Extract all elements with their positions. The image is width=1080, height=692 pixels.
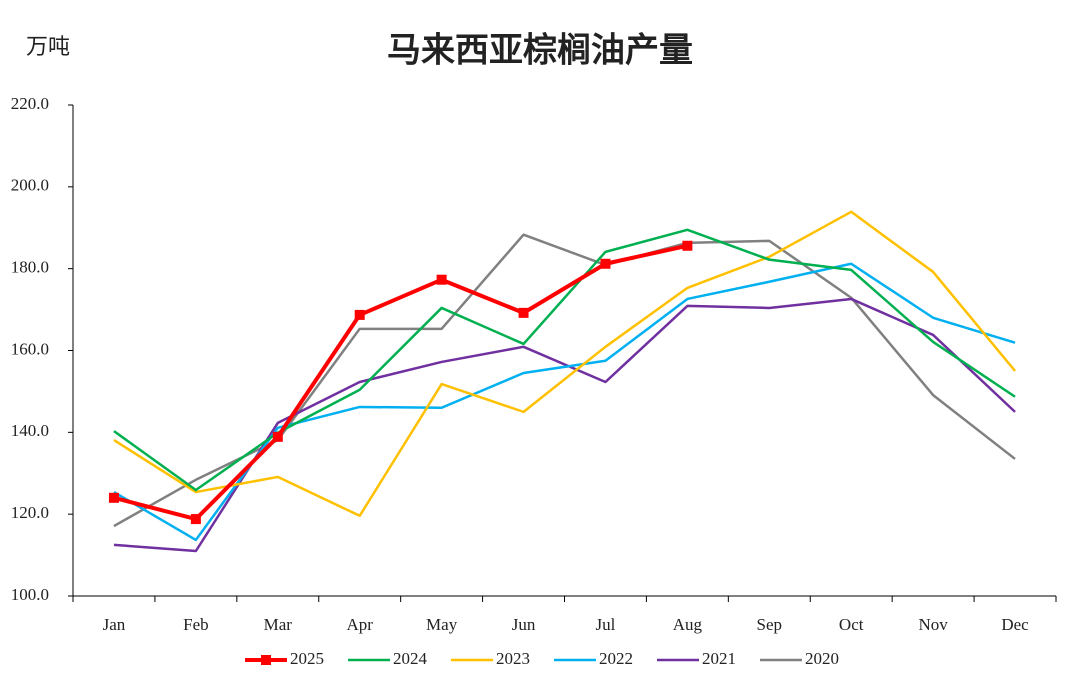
x-tick-label: Sep xyxy=(757,615,783,634)
point-marker xyxy=(190,514,201,525)
point-marker xyxy=(436,274,447,285)
series-line xyxy=(113,297,1016,553)
x-tick-label: Feb xyxy=(183,615,209,634)
y-tick-label: 120.0 xyxy=(11,503,49,522)
y-tick-label: 100.0 xyxy=(11,585,49,604)
legend-marker xyxy=(261,655,271,665)
x-tick-label: Jan xyxy=(103,615,126,634)
series-line xyxy=(113,262,1016,542)
point-marker xyxy=(272,431,283,442)
x-tick-label: Jun xyxy=(512,615,536,634)
x-tick-label: Mar xyxy=(264,615,293,634)
point-marker xyxy=(518,307,529,318)
point-marker xyxy=(108,492,119,503)
legend-label: 2020 xyxy=(805,649,839,668)
series-line xyxy=(113,228,1016,492)
y-tick-label: 200.0 xyxy=(11,176,49,195)
x-tick-label: Aug xyxy=(673,615,703,634)
legend-label: 2025 xyxy=(290,649,324,668)
y-tick-label: 140.0 xyxy=(11,421,49,440)
point-marker xyxy=(682,240,693,251)
series-line xyxy=(113,243,688,522)
y-axis-label: 万吨 xyxy=(26,35,70,60)
chart-title: 马来西亚棕榈油产量 xyxy=(387,31,693,71)
x-tick-label: Oct xyxy=(839,615,864,634)
x-tick-label: May xyxy=(426,615,458,634)
point-marker xyxy=(354,309,365,320)
series-line xyxy=(113,210,1017,518)
y-tick-label: 180.0 xyxy=(11,258,49,277)
y-tick-label: 220.0 xyxy=(11,94,49,113)
x-tick-label: Dec xyxy=(1001,615,1029,634)
legend-label: 2023 xyxy=(496,649,530,668)
x-tick-label: Jul xyxy=(596,615,616,634)
legend-label: 2022 xyxy=(599,649,633,668)
x-tick-label: Apr xyxy=(346,615,373,634)
y-tick-label: 160.0 xyxy=(11,339,49,358)
legend-label: 2021 xyxy=(702,649,736,668)
legend-label: 2024 xyxy=(393,649,428,668)
x-tick-label: Nov xyxy=(918,615,948,634)
point-marker xyxy=(600,258,611,269)
